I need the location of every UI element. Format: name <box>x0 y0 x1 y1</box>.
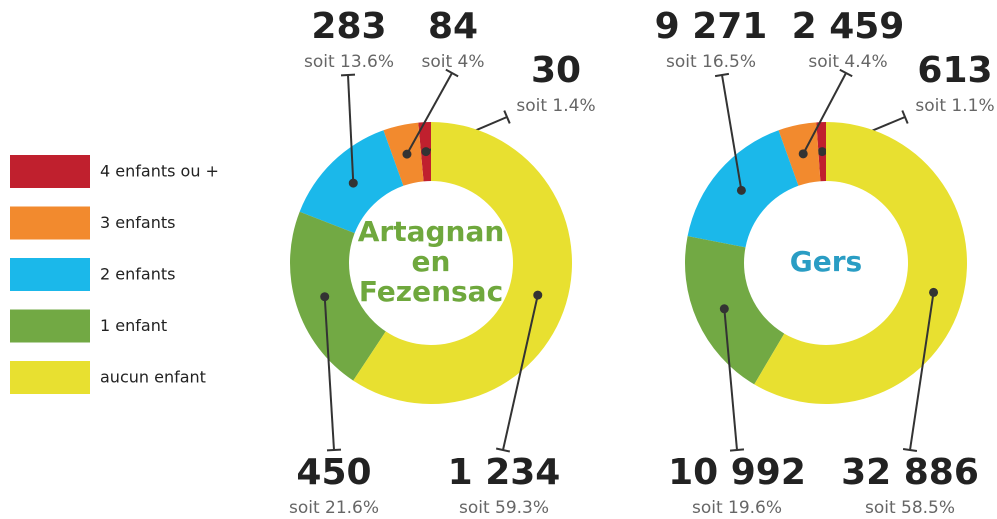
value-label: 30 <box>531 50 581 91</box>
leader-tick <box>729 448 745 452</box>
percent-label: soit 4% <box>421 52 484 72</box>
leader-tick <box>902 447 918 453</box>
legend-label: 2 enfants <box>100 265 175 284</box>
leader-line <box>406 72 453 155</box>
leader-tick <box>714 72 730 78</box>
legend-label: 1 enfant <box>100 316 167 335</box>
leader-line <box>347 74 355 184</box>
leader-dot <box>320 292 330 302</box>
percent-label: soit 58.5% <box>865 498 955 518</box>
percent-label: soit 19.6% <box>692 498 782 518</box>
leader-dot <box>817 147 827 157</box>
percent-label: soit 13.6% <box>304 52 394 72</box>
value-label: 9 271 <box>655 6 768 47</box>
center-title: Gers <box>790 245 862 278</box>
leader-tick <box>495 447 511 453</box>
leader-dot <box>402 149 412 159</box>
donut-slice <box>289 211 386 381</box>
legend-swatch <box>10 206 90 240</box>
legend-swatch <box>10 258 90 291</box>
leader-dot <box>421 147 431 157</box>
leader-dot <box>798 149 808 159</box>
donut-slice <box>754 122 968 405</box>
value-label: 1 234 <box>448 452 561 493</box>
leader-line <box>802 72 847 155</box>
leader-line <box>721 74 743 191</box>
legend-label: aucun enfant <box>100 368 206 387</box>
leader-dot <box>348 178 358 188</box>
donut-slice <box>353 122 572 405</box>
value-label: 84 <box>428 6 478 47</box>
value-label: 613 <box>917 50 992 91</box>
center-title: en <box>412 245 451 278</box>
value-label: 10 992 <box>668 452 806 493</box>
leader-line <box>323 296 335 451</box>
percent-label: soit 21.6% <box>289 498 379 518</box>
leader-dot <box>929 287 939 297</box>
leader-tick <box>503 110 511 124</box>
center-title: Fezensac <box>359 275 503 308</box>
value-label: 2 459 <box>792 6 905 47</box>
value-label: 450 <box>296 452 371 493</box>
legend-label: 4 enfants ou + <box>100 162 219 181</box>
leader-tick <box>445 68 459 78</box>
legend-swatch <box>10 309 90 343</box>
percent-label: soit 16.5% <box>666 52 756 72</box>
value-label: 283 <box>311 6 386 47</box>
leader-dot <box>719 304 729 314</box>
percent-label: soit 4.4% <box>808 52 887 72</box>
legend-label: 3 enfants <box>100 213 175 232</box>
leader-tick <box>326 448 342 452</box>
leader-line <box>502 294 539 451</box>
leader-dot <box>533 290 543 300</box>
leader-line <box>723 308 738 451</box>
leader-tick <box>340 73 356 77</box>
value-label: 32 886 <box>841 452 979 493</box>
center-title: Artagnan <box>358 215 505 248</box>
percent-label: soit 59.3% <box>459 498 549 518</box>
leader-tick <box>839 68 853 78</box>
donut-slice <box>685 236 785 385</box>
percent-label: soit 1.1% <box>915 96 994 116</box>
percent-label: soit 1.4% <box>516 96 595 116</box>
leader-dot <box>736 185 746 195</box>
legend-swatch <box>10 155 90 188</box>
leader-line <box>909 292 935 451</box>
legend-swatch <box>10 361 90 394</box>
leader-tick <box>901 110 909 124</box>
